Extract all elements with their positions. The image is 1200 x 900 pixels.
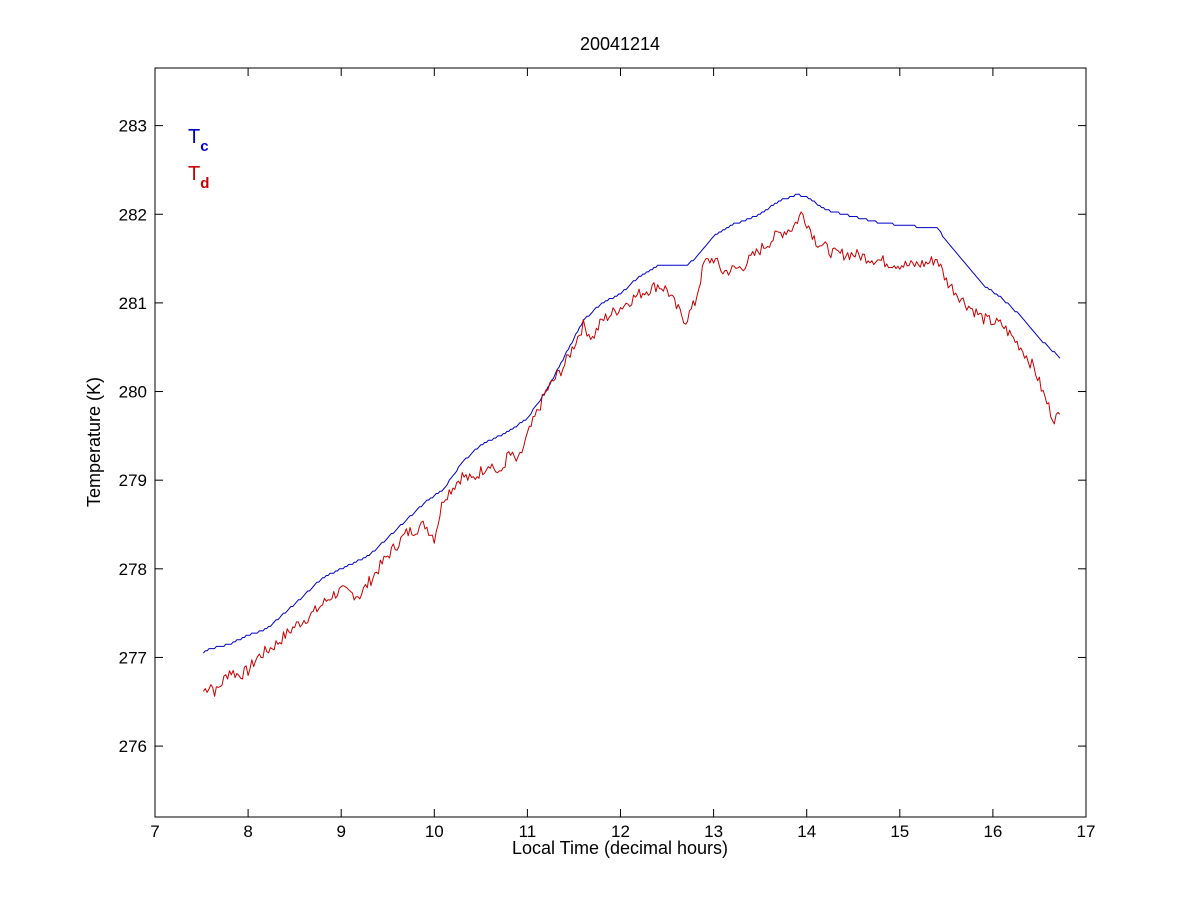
y-tick-label: 282: [119, 205, 147, 224]
y-axis-title: Temperature (K): [84, 377, 104, 507]
series-line-tc: [203, 193, 1061, 654]
x-tick-label: 9: [336, 822, 345, 841]
y-tick-label: 283: [119, 117, 147, 136]
x-tick-label: 17: [1077, 822, 1096, 841]
series-line-td: [202, 211, 1061, 697]
x-tick-label: 7: [150, 822, 159, 841]
legend-entry-td: Td: [188, 163, 209, 192]
x-tick-label: 11: [519, 822, 537, 841]
y-tick-label: 279: [119, 471, 147, 490]
ticks-layer: 7 8 9 10 11 12 13 14 15 16 17 276 277 278 279 280 281 282…: [119, 68, 1096, 841]
x-tick-label: 12: [611, 822, 630, 841]
legend: Tc Td: [188, 126, 209, 192]
series-layer: [202, 193, 1061, 697]
x-axis-title: Local Time (decimal hours): [512, 838, 728, 858]
chart-title: 20041214: [580, 34, 660, 54]
y-tick-label: 278: [119, 560, 147, 579]
plot-area: [154, 67, 1087, 818]
x-tick-label: 15: [890, 822, 909, 841]
x-tick-label: 16: [983, 822, 1002, 841]
x-tick-label: 8: [243, 822, 252, 841]
x-tick-label: 13: [704, 822, 723, 841]
x-tick-label: 10: [425, 822, 444, 841]
y-tick-label: 276: [119, 737, 147, 756]
y-tick-label: 281: [119, 294, 147, 313]
y-tick-label: 280: [119, 383, 147, 402]
x-tick-label: 14: [797, 822, 816, 841]
y-tick-label: 277: [119, 648, 147, 667]
legend-entry-tc: Tc: [188, 126, 209, 155]
